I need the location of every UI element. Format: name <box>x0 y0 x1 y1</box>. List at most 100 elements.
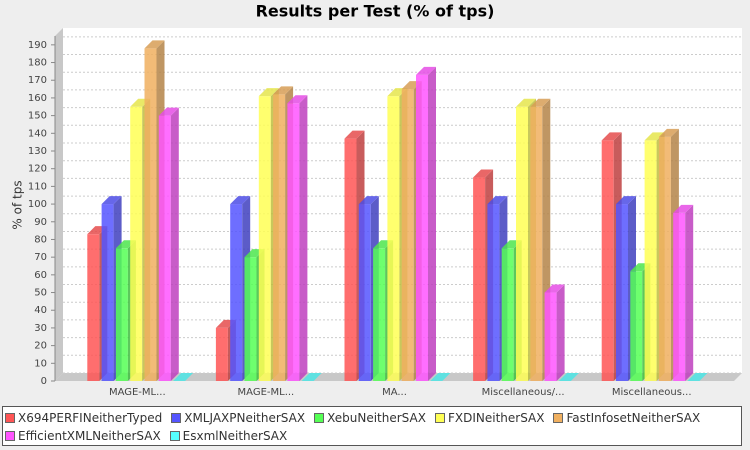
bar-top <box>616 196 636 205</box>
legend-label: XebuNeitherSAX <box>327 411 426 425</box>
y-tick-label: 30 <box>34 323 47 334</box>
legend-item: XMLJAXPNeitherSAX <box>171 409 305 427</box>
legend-label: XMLJAXPNeitherSAX <box>184 411 306 425</box>
legend-item: X694PERFINeitherTyped <box>5 409 162 427</box>
y-tick-label: 40 <box>34 305 47 316</box>
chart: Results per Test (% of tps) % of tps 0 10… <box>11 2 742 398</box>
bar-top <box>473 169 494 178</box>
x-tick-label: Miscellaneous/... <box>482 387 565 398</box>
bar-top <box>658 128 679 137</box>
legend-item: XebuNeitherSAX <box>314 409 426 427</box>
legend-swatch <box>169 431 180 441</box>
bar-front <box>544 292 557 381</box>
bar-top <box>544 284 565 293</box>
legend-label: X694PERFINeitherTyped <box>18 411 163 425</box>
bar-top <box>301 373 322 381</box>
y-tick-label: 160 <box>28 93 47 104</box>
bar-side <box>299 95 308 381</box>
bar-top <box>173 373 194 381</box>
bar <box>301 373 322 381</box>
bar-front <box>473 177 486 381</box>
bar-top <box>601 132 622 141</box>
bar-top <box>687 373 708 381</box>
bar-front <box>244 257 257 381</box>
bar-side <box>170 107 179 381</box>
y-tick-label: 140 <box>28 128 47 139</box>
legend: X694PERFINeitherTyped XMLJAXPNeitherSAX Xe… <box>2 406 742 446</box>
bar <box>158 107 179 381</box>
bar-side <box>428 66 436 381</box>
bar-front <box>87 234 100 381</box>
bar-front <box>158 115 171 381</box>
y-tick-label: 170 <box>28 75 47 86</box>
bar-front <box>601 140 614 381</box>
y-tick-label: 100 <box>28 199 47 210</box>
bar-front <box>287 103 300 381</box>
legend-item: FXDINeitherSAX <box>434 409 545 427</box>
y-tick-label: 190 <box>28 40 47 51</box>
bar-top <box>287 95 308 104</box>
bar-front <box>273 94 286 381</box>
x-tick-label: MA... <box>382 387 407 398</box>
bar-top <box>673 204 694 213</box>
bar-front <box>215 327 228 381</box>
bar-top <box>273 86 294 95</box>
bar-front <box>373 248 386 381</box>
bar-front <box>658 136 671 381</box>
left-wall <box>55 28 63 381</box>
bar-front <box>487 204 500 381</box>
bar-top <box>530 98 551 107</box>
bar-front <box>616 204 628 381</box>
legend-swatch <box>5 431 15 441</box>
y-tick-label: 10 <box>34 358 47 369</box>
x-tick-label: Miscellaneous... <box>612 387 692 398</box>
bar-front <box>115 248 128 381</box>
legend-label: FXDINeitherSAX <box>447 411 545 425</box>
bar <box>558 373 579 381</box>
bar <box>544 284 565 381</box>
y-tick-label: 50 <box>34 288 47 299</box>
legend-swatch <box>553 413 564 423</box>
legend-item: FastInfosetNeitherSAX <box>553 409 700 427</box>
y-tick-label: 90 <box>34 217 47 228</box>
bar-front <box>258 96 271 382</box>
bar-front <box>344 138 357 381</box>
bar <box>687 373 708 381</box>
bar-top <box>430 373 451 381</box>
bar-front <box>501 248 514 381</box>
legend-item: EfficientXMLNeitherSAX <box>5 427 161 445</box>
y-tick-label: 80 <box>34 234 47 245</box>
bar-top <box>344 130 365 139</box>
x-tick-label: MAGE-ML... <box>109 387 166 398</box>
bar-front <box>644 140 657 381</box>
bar-top <box>230 196 251 205</box>
bar-front <box>530 106 543 382</box>
bar-front <box>358 204 371 381</box>
bar-top <box>416 66 436 75</box>
bar-front <box>416 74 428 381</box>
bar-top <box>644 132 665 141</box>
y-tick-label: 110 <box>28 181 47 192</box>
legend-label: EfficientXMLNeitherSAX <box>18 429 161 443</box>
y-tick-label: 60 <box>34 270 47 281</box>
bar-top <box>487 196 508 205</box>
bar-side <box>685 204 694 381</box>
bar-top <box>516 98 536 107</box>
legend-swatch <box>434 413 445 423</box>
legend-swatch <box>171 413 182 423</box>
y-tick-label: 150 <box>28 111 47 122</box>
bar <box>673 204 694 381</box>
legend-label: EsxmlNeitherSAX <box>182 429 288 443</box>
bar-top <box>101 196 122 205</box>
bar-top <box>358 196 379 205</box>
y-tick-label: 20 <box>34 341 47 352</box>
bar-front <box>130 106 143 382</box>
legend-item: EsxmlNeitherSAX <box>169 427 288 445</box>
y-tick-label: 130 <box>28 146 47 157</box>
bar-top <box>558 373 579 381</box>
bar <box>430 373 451 381</box>
y-tick-label: 0 <box>41 376 47 387</box>
bar-front <box>387 96 400 382</box>
bar-side <box>556 284 565 381</box>
bar-top <box>258 88 279 97</box>
